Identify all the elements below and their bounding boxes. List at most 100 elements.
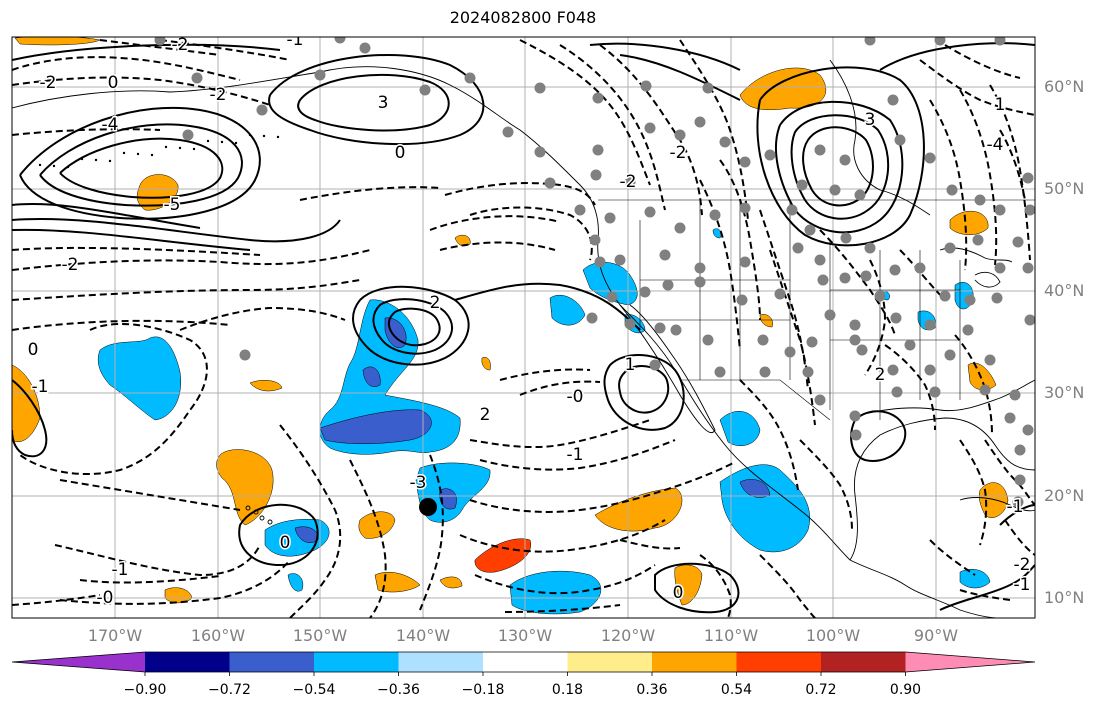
contour-label: -2 xyxy=(620,172,637,192)
station-marker xyxy=(1024,204,1035,216)
station-marker xyxy=(849,410,861,422)
station-marker xyxy=(944,242,956,254)
anomaly-patch xyxy=(949,210,989,235)
dashed-contour xyxy=(12,128,161,136)
station-marker xyxy=(792,242,804,254)
colorbar-segment xyxy=(314,652,399,672)
contour-label: -1 xyxy=(567,445,584,465)
station-marker xyxy=(964,294,976,306)
dashed-contour xyxy=(12,76,271,106)
station-marker xyxy=(814,394,826,406)
station-marker xyxy=(764,149,776,161)
solid-contour xyxy=(619,54,741,101)
contour-label: -1 xyxy=(1007,497,1024,517)
solid-contour xyxy=(939,564,1035,611)
contour-label: -2 xyxy=(210,85,227,105)
dashed-contour xyxy=(619,539,681,550)
anomaly-patch xyxy=(739,479,771,498)
station-marker xyxy=(644,206,656,218)
dashed-contour xyxy=(12,249,371,271)
island xyxy=(38,163,42,167)
station-marker xyxy=(804,224,816,236)
colorbar-segment xyxy=(652,652,737,672)
station-marker xyxy=(719,136,731,148)
station-marker xyxy=(904,339,916,351)
anomaly-patch xyxy=(474,538,531,573)
station-marker xyxy=(802,366,814,378)
dashed-contour xyxy=(499,368,591,381)
contour-label: -1 xyxy=(1014,575,1031,595)
station-marker xyxy=(544,177,556,189)
dashed-contour xyxy=(919,59,1035,116)
dashed-contour xyxy=(54,544,261,577)
dashed-contour xyxy=(989,84,1031,261)
dashed-contour xyxy=(519,39,651,186)
solid-contour xyxy=(589,42,741,71)
dashed-contour xyxy=(699,179,741,351)
coastline xyxy=(859,379,1035,416)
contour-lines xyxy=(12,39,1035,618)
contour-label: 2 xyxy=(480,405,491,425)
dashed-contour xyxy=(469,419,651,449)
map-frame xyxy=(11,36,1036,619)
dashed-contour xyxy=(12,594,101,606)
station-marker xyxy=(924,319,936,331)
station-marker xyxy=(887,94,899,106)
station-marker xyxy=(864,242,876,254)
station-marker xyxy=(589,234,601,246)
dashed-contour xyxy=(504,604,621,613)
island xyxy=(245,505,251,511)
station-marker xyxy=(709,209,721,221)
station-marker xyxy=(984,354,996,366)
station-marker xyxy=(590,169,602,181)
shaded-anomalies xyxy=(12,37,1009,615)
anomaly-patch xyxy=(594,487,683,532)
longitude-label: 110°W xyxy=(703,626,759,645)
solid-contour xyxy=(756,66,925,247)
station-marker xyxy=(889,264,901,276)
colorbar-tick-label: 0.90 xyxy=(889,682,922,698)
dashed-contour xyxy=(279,424,342,618)
station-marker xyxy=(924,364,936,376)
station-marker xyxy=(817,274,829,286)
station-marker xyxy=(849,334,861,346)
longitude-label: 160°W xyxy=(190,626,246,645)
anomaly-patch xyxy=(481,357,491,371)
colorbar-segment xyxy=(145,652,230,672)
island xyxy=(94,158,98,162)
anomaly-patch xyxy=(249,380,283,392)
station-marker xyxy=(864,37,876,46)
solid-contour xyxy=(59,137,224,199)
map-background xyxy=(12,37,1035,618)
dashed-contour xyxy=(349,459,387,618)
island xyxy=(267,519,273,525)
station-marker xyxy=(334,37,346,44)
station-marker xyxy=(739,202,751,214)
dashed-contour xyxy=(759,209,809,391)
station-marker xyxy=(796,179,808,191)
dashed-contour xyxy=(474,564,656,595)
station-marker xyxy=(994,37,1006,46)
contour-label: -1 xyxy=(112,560,129,580)
station-marker xyxy=(702,334,714,346)
solid-contour xyxy=(603,353,685,431)
dashed-contour xyxy=(719,159,761,321)
station-marker xyxy=(839,272,851,284)
station-marker xyxy=(887,364,899,376)
contour-label: -4 xyxy=(102,115,119,135)
station-marker xyxy=(674,222,686,234)
anomaly-patch xyxy=(439,576,463,589)
station-marker xyxy=(534,82,546,94)
latitude-label: 30°N xyxy=(1044,383,1085,402)
contour-label: 0 xyxy=(395,143,406,163)
station-marker xyxy=(694,262,706,274)
station-marker xyxy=(314,69,326,81)
longitude-label: 120°W xyxy=(600,626,656,645)
contour-label: 0 xyxy=(28,340,39,360)
station-marker xyxy=(829,184,841,196)
station-marker xyxy=(639,286,651,298)
dashed-contour xyxy=(179,306,346,331)
solid-contour xyxy=(297,73,450,132)
solid-contour xyxy=(879,42,1035,71)
station-marker xyxy=(534,146,546,158)
